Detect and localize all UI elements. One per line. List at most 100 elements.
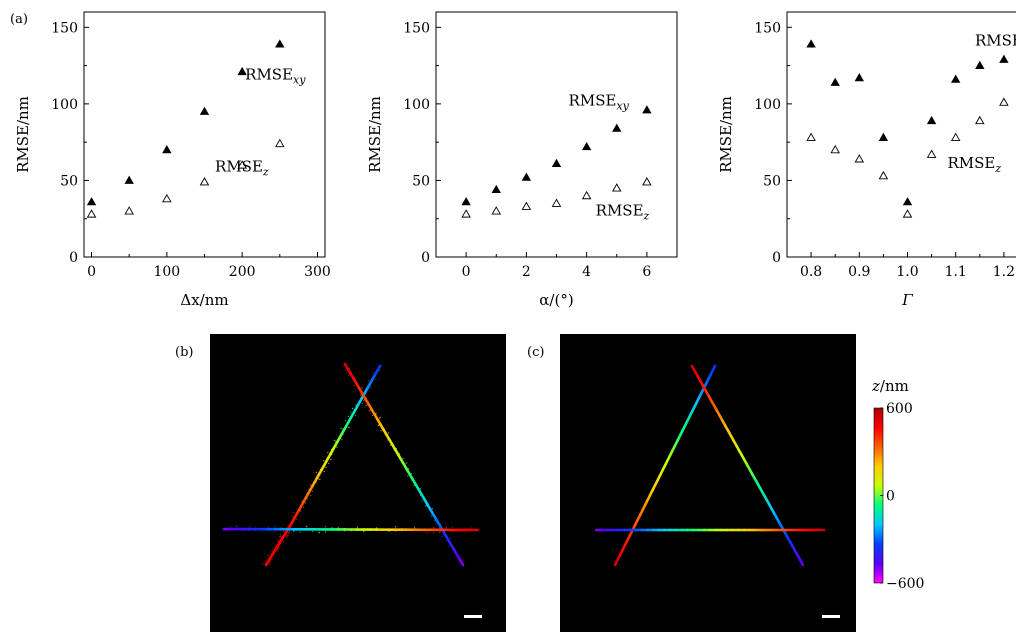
chart-gamma: 0.80.91.01.11.2 050100150 RMSExyRMSEz Γ …: [717, 12, 1016, 309]
right-edge-dot: [431, 508, 432, 509]
base-edge-dot: [357, 527, 358, 528]
left-edge-dot: [352, 408, 353, 409]
base-edge-dot: [223, 530, 224, 531]
series-annotations: RMSExyRMSEz: [569, 91, 650, 222]
base-edge-dot: [287, 528, 288, 529]
left-edge-dot: [362, 403, 363, 404]
base-edge-dot: [312, 528, 313, 529]
y-tick-label: 150: [403, 20, 430, 36]
left-edge-dot: [379, 370, 380, 371]
base-edge-dot: [274, 531, 275, 532]
annotation-main: RMSE: [215, 157, 263, 175]
point-rmse-xy: [952, 75, 960, 82]
base-edge-dot: [319, 532, 320, 533]
right-edge-dot: [365, 398, 366, 399]
left-edge-low-dot: [268, 555, 269, 556]
annotation-sub: z: [643, 210, 650, 223]
left-edge-dot: [331, 449, 332, 450]
base-edge-dot: [433, 527, 434, 528]
right-edge-dot: [438, 524, 439, 525]
point-rmse-z: [976, 117, 984, 124]
x-axis-label-text: Δx/nm: [180, 291, 228, 309]
right-edge-dot: [344, 364, 345, 365]
right-edge-dot: [353, 378, 354, 379]
left-edge-dot: [296, 519, 297, 520]
left-edge-low-dot: [263, 563, 264, 564]
base-edge-dot: [465, 532, 466, 533]
left-edge-dot: [328, 463, 329, 464]
y-tick-label: 150: [754, 20, 781, 36]
base-edge-dot: [255, 530, 256, 531]
point-rmse-xy: [928, 117, 936, 124]
annotation-sub: xy: [293, 73, 306, 86]
base-edge-dot: [344, 528, 345, 529]
right-edge-dot: [448, 546, 449, 547]
base-edge-dot: [401, 528, 402, 529]
point-rmse-z: [807, 134, 815, 141]
left-edge-dot: [335, 440, 336, 441]
right-edge-dot: [396, 448, 397, 449]
left-edge-dot: [361, 397, 362, 398]
base-edge-dot: [420, 528, 421, 529]
left-edge-dot: [301, 501, 302, 502]
y-tick-label: 50: [60, 173, 78, 189]
base-edge-dot: [395, 530, 396, 531]
x-ticks: 0246: [462, 252, 652, 280]
x-tick-label: 6: [642, 264, 651, 280]
base-edge-dot: [439, 527, 440, 528]
base-edge-dot: [293, 531, 294, 532]
point-rmse-xy: [831, 78, 839, 85]
base-edge-dot: [350, 530, 351, 531]
base-edge-dot: [401, 530, 402, 531]
left-edge-dot: [293, 512, 294, 513]
x-tick-label: 1.2: [993, 264, 1015, 280]
left-edge-dot: [297, 514, 298, 515]
right-edge-dot: [450, 544, 451, 545]
base-edge-dot: [471, 526, 472, 527]
left-edge-low-dot: [277, 539, 278, 540]
left-edge-low-dot: [279, 546, 280, 547]
panel-label-c: (c): [527, 345, 544, 360]
point-rmse-z: [879, 172, 887, 179]
point-rmse-xy: [583, 143, 591, 150]
left-edge-low-dot: [272, 559, 273, 560]
point-rmse-xy: [879, 134, 887, 141]
point-rmse-xy: [462, 198, 470, 205]
right-edge-dot: [462, 558, 463, 559]
left-edge-dot: [310, 484, 311, 485]
base-edge-dot: [325, 526, 326, 527]
left-edge-low-dot: [286, 537, 287, 538]
right-edge-dot: [434, 520, 435, 521]
point-rmse-z: [522, 202, 530, 209]
y-tick-label: 100: [51, 97, 78, 113]
left-edge-dot: [307, 493, 308, 494]
point-rmse-xy: [807, 40, 815, 47]
left-edge-low-dot: [269, 563, 270, 564]
x-tick-label: 4: [582, 264, 591, 280]
left-edge-dot: [292, 522, 293, 523]
y-tick-label: 0: [69, 250, 78, 266]
point-rmse-z: [201, 178, 209, 185]
base-edge-dot: [300, 528, 301, 529]
base-edge-dot: [236, 525, 237, 526]
image-panel-c: [560, 334, 856, 632]
right-edge-dot: [349, 368, 350, 369]
left-edge-dot: [350, 412, 351, 413]
base-edge-dot: [338, 528, 339, 529]
left-edge-dot: [334, 440, 335, 441]
colorbar-tick-label: 600: [886, 401, 913, 417]
right-edge-dot: [421, 494, 422, 495]
base-edge-dot: [331, 527, 332, 528]
x-ticks: 0.8 0.9 1.0 1.1 1.2: [800, 252, 1015, 280]
right-edge-dot: [453, 550, 454, 551]
x-tick-label: 300: [304, 264, 331, 280]
left-edge-dot: [305, 497, 306, 498]
left-edge-dot: [345, 420, 346, 421]
base-edge-dot: [350, 528, 351, 529]
point-rmse-z: [928, 150, 936, 157]
right-edge-dot: [349, 374, 350, 375]
x-tick-label: 100: [153, 264, 180, 280]
right-edge-dot: [454, 556, 455, 557]
left-edge-dot: [301, 506, 302, 507]
right-edge-dot: [390, 445, 391, 446]
